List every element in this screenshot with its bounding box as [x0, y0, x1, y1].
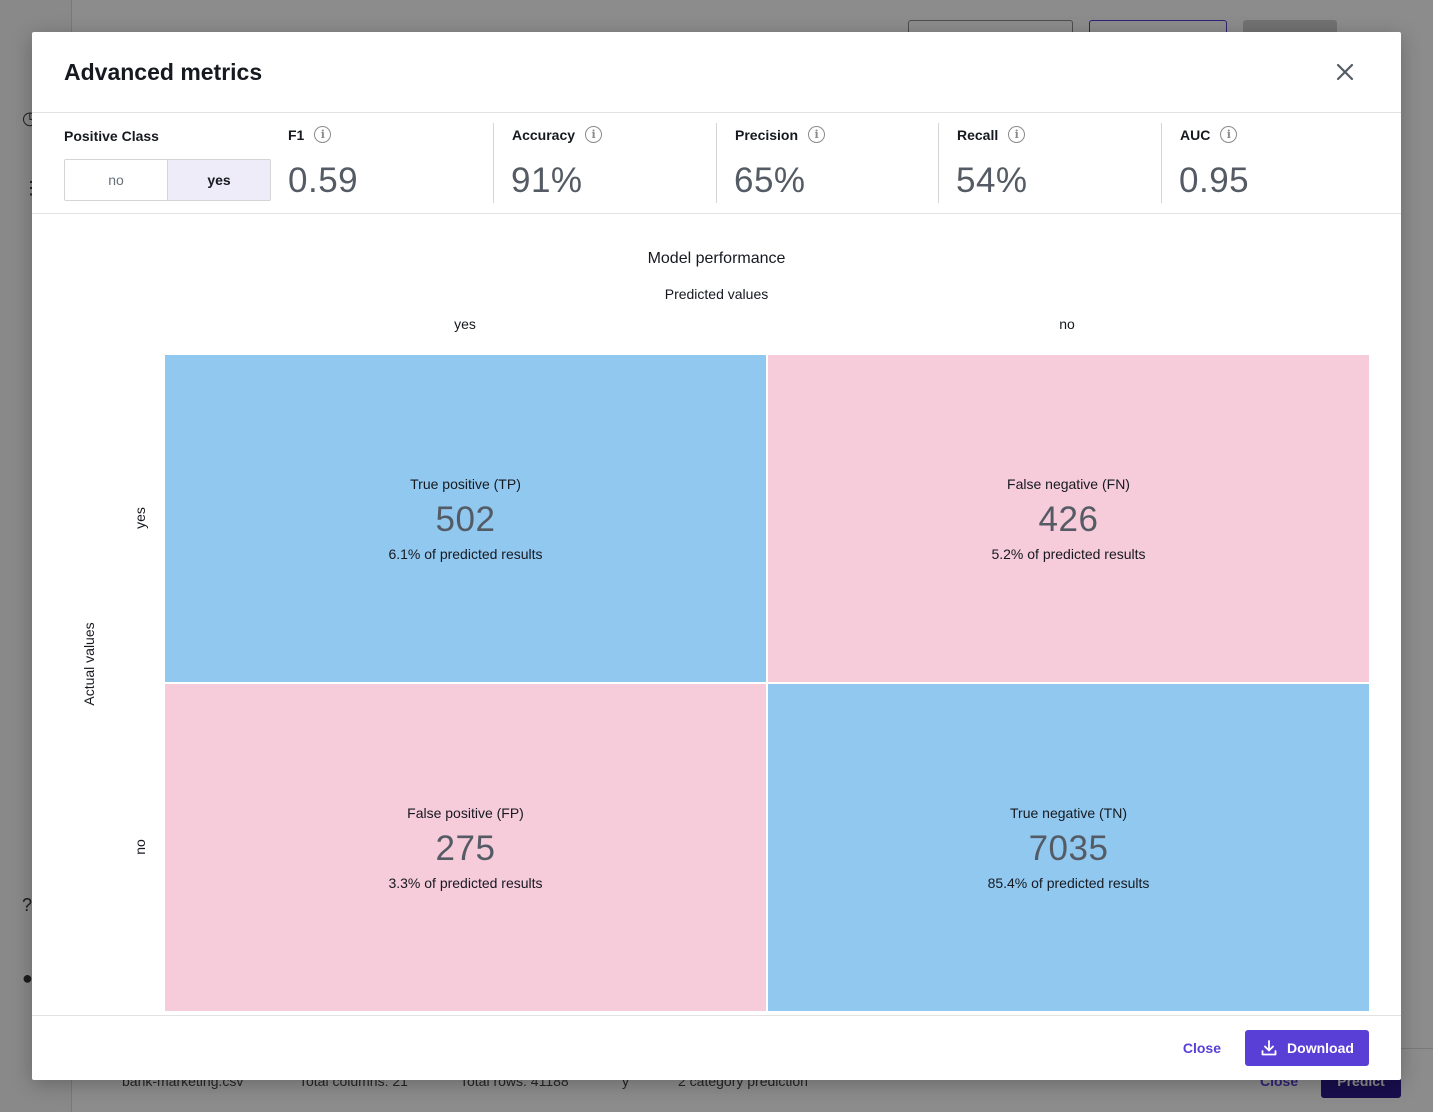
matrix-cell-yes-no: False negative (FN) 426 5.2% of predicted … — [768, 355, 1369, 682]
metric-precision: Precision i 65% — [716, 123, 938, 203]
info-icon[interactable]: i — [808, 126, 826, 143]
modal-title: Advanced metrics — [64, 59, 263, 85]
info-icon[interactable]: i — [314, 126, 332, 143]
matrix-cell-count: 275 — [435, 828, 496, 868]
metric-auc-label: AUC — [1180, 126, 1211, 143]
confusion-matrix-chart: Model performance Predicted values yes n… — [32, 214, 1401, 1015]
metric-precision-label-row: Precision i — [735, 126, 826, 143]
matrix-cell-name: True negative (TN) — [1010, 804, 1127, 821]
matrix-cell-name: True positive (TP) — [410, 475, 521, 492]
metric-accuracy-value: 91% — [511, 161, 583, 200]
metric-recall: Recall i 54% — [938, 123, 1161, 203]
y-axis-title: Actual values — [81, 622, 97, 706]
download-icon — [1261, 1040, 1277, 1056]
x-axis-title: Predicted values — [664, 286, 769, 302]
matrix-cell-name: False positive (FP) — [407, 804, 524, 821]
metric-precision-label: Precision — [735, 126, 799, 143]
download-button[interactable]: Download — [1245, 1030, 1369, 1066]
info-icon[interactable]: i — [1008, 126, 1026, 143]
info-icon[interactable]: i — [1220, 126, 1238, 143]
metric-f1-value: 0.59 — [288, 161, 359, 200]
advanced-metrics-modal: Advanced metrics Positive Class no yes F… — [32, 32, 1401, 1080]
metric-accuracy: Accuracy i 91% — [493, 123, 716, 203]
metric-recall-label: Recall — [957, 126, 999, 143]
y-tick-label-yes: yes — [132, 507, 148, 529]
positive-class-label: Positive Class — [64, 128, 159, 144]
close-icon[interactable] — [1333, 60, 1357, 84]
positive-class-selector: no yes — [64, 159, 271, 201]
metric-f1-label: F1 — [288, 126, 305, 143]
modal-header: Advanced metrics — [32, 32, 1401, 113]
download-label: Download — [1287, 1040, 1354, 1056]
background-help-icon: ? — [22, 895, 33, 915]
metric-recall-label-row: Recall i — [957, 126, 1026, 143]
y-tick-label-no: no — [132, 839, 148, 855]
metric-precision-value: 65% — [734, 161, 806, 200]
background-user-icon: ● — [22, 968, 33, 988]
matrix-cell-percent: 3.3% of predicted results — [388, 874, 543, 891]
matrix-cell-count: 7035 — [1028, 828, 1109, 868]
matrix-cell-no-no: True negative (TN) 7035 85.4% of predicted… — [768, 684, 1369, 1011]
metrics-bar: Positive Class no yes F1 i 0.59 Accuracy… — [32, 113, 1401, 214]
metric-auc: AUC i 0.95 — [1161, 123, 1369, 203]
positive-class-option-no[interactable]: no — [65, 160, 167, 200]
matrix-cell-percent: 6.1% of predicted results — [388, 545, 543, 562]
metric-f1: F1 i 0.59 — [288, 123, 494, 203]
x-tick-label-no: no — [1059, 316, 1075, 332]
metric-accuracy-label: Accuracy — [512, 126, 576, 143]
matrix-cell-name: False negative (FN) — [1007, 475, 1130, 492]
matrix-cell-no-yes: False positive (FP) 275 3.3% of predicted … — [165, 684, 766, 1011]
matrix-cell-percent: 5.2% of predicted results — [991, 545, 1146, 562]
matrix-cell-count: 426 — [1038, 499, 1099, 539]
matrix-cell-yes-yes: True positive (TP) 502 6.1% of predicted r… — [165, 355, 766, 682]
chart-title: Model performance — [647, 250, 786, 267]
background-target: y — [622, 1073, 629, 1089]
metric-recall-value: 54% — [956, 161, 1028, 200]
close-button[interactable]: Close — [1182, 1040, 1221, 1056]
metric-auc-label-row: AUC i — [1180, 126, 1238, 143]
metric-accuracy-label-row: Accuracy i — [512, 126, 603, 143]
info-icon[interactable]: i — [585, 126, 603, 143]
matrix-cell-percent: 85.4% of predicted results — [987, 874, 1150, 891]
modal-footer: Close Download — [32, 1015, 1401, 1080]
positive-class-option-yes[interactable]: yes — [167, 160, 270, 200]
metric-f1-label-row: F1 i — [288, 126, 332, 143]
metric-auc-value: 0.95 — [1179, 161, 1250, 200]
matrix-cell-count: 502 — [435, 499, 496, 539]
x-tick-label-yes: yes — [454, 316, 476, 332]
